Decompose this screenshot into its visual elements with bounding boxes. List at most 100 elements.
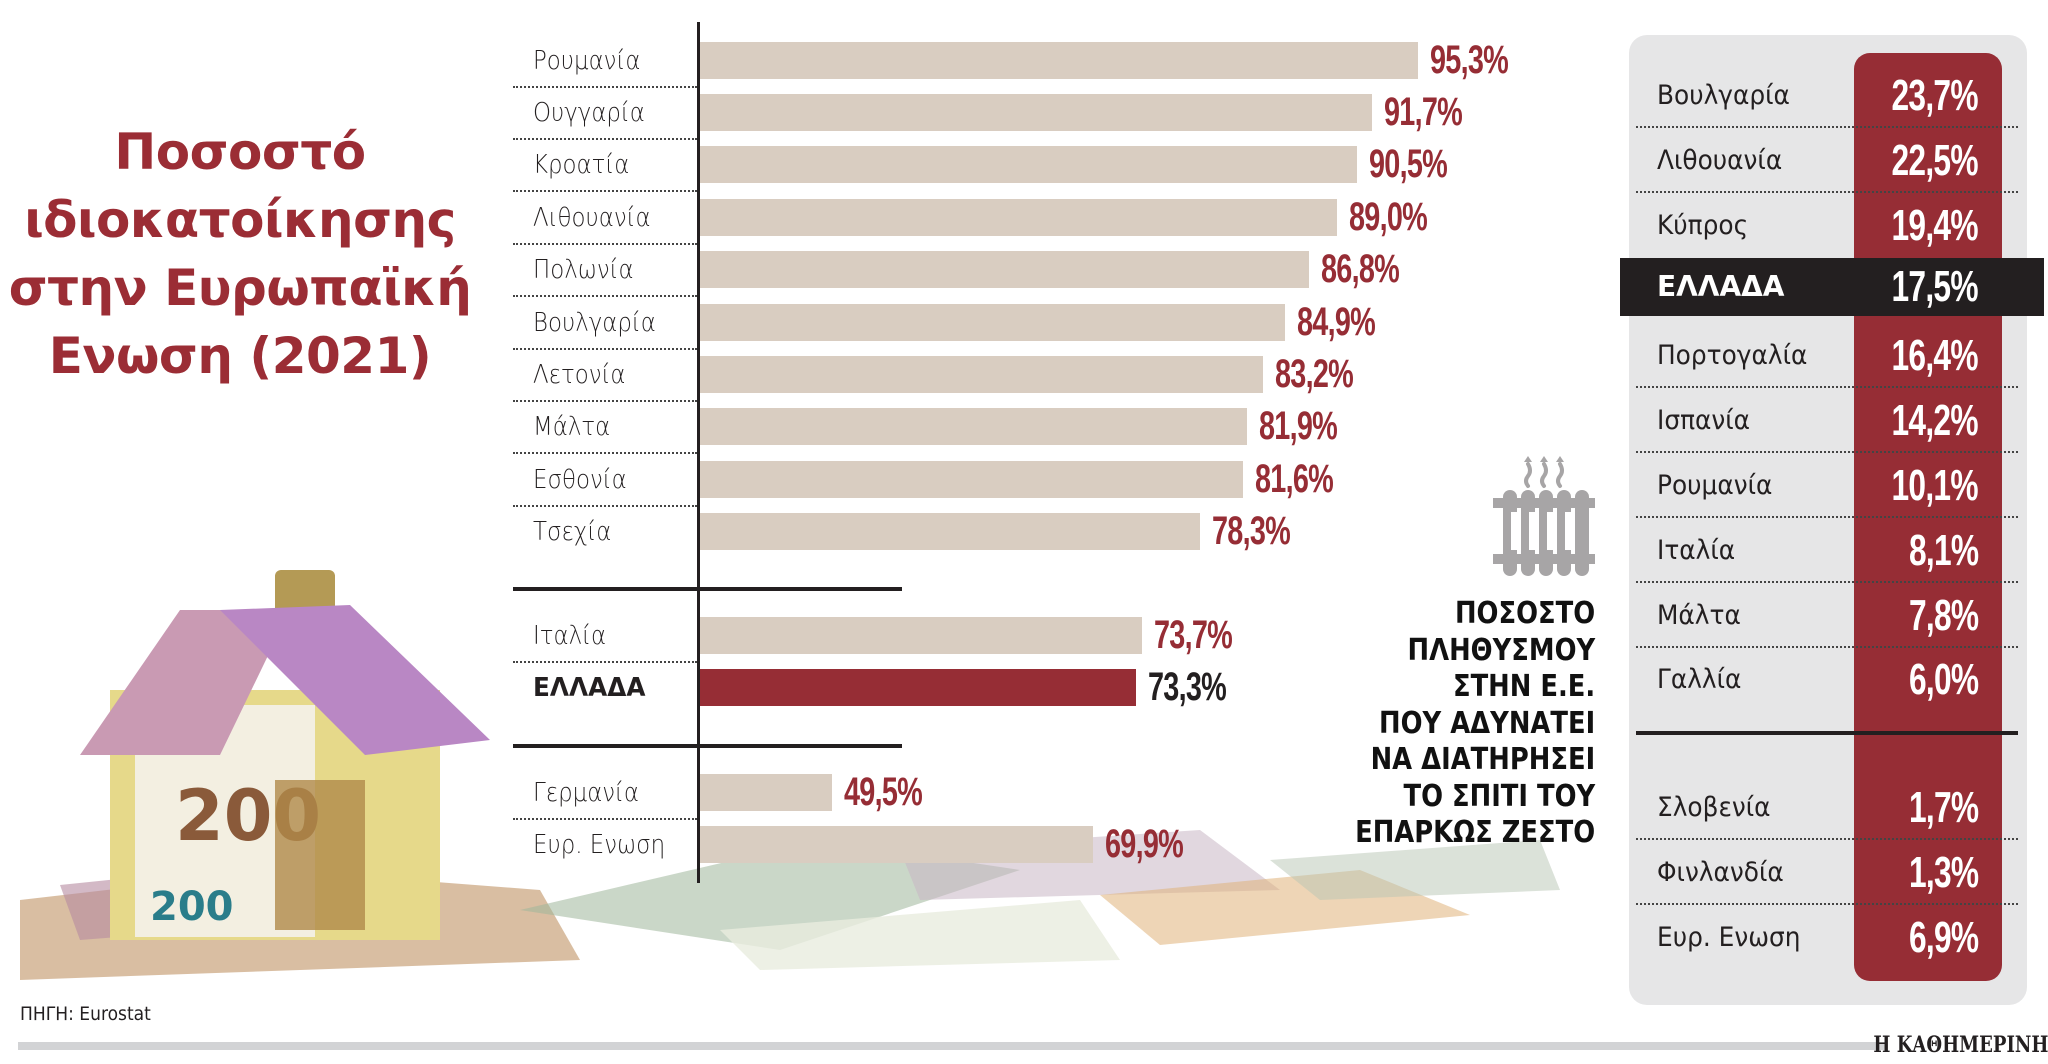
bar	[700, 42, 1419, 79]
bar	[700, 774, 832, 811]
bar-label: Λετονία	[533, 360, 626, 390]
panel-divider	[1636, 838, 2018, 840]
panel-label: Πορτογαλία	[1657, 340, 1808, 371]
title-line-1: Ποσοστό	[114, 123, 366, 181]
panel-value: 8,1%	[1908, 526, 1979, 575]
bar-label: Πολωνία	[533, 255, 634, 285]
panel-value: 17,5%	[1891, 262, 1979, 311]
bar-label: Λιθουανία	[533, 203, 651, 233]
row-divider	[513, 190, 697, 192]
bar-value: 69,9%	[1104, 822, 1184, 866]
bar-value: 81,9%	[1258, 404, 1338, 448]
panel-label: Φινλανδία	[1657, 857, 1784, 888]
row-divider	[513, 400, 697, 402]
chart-axis	[697, 22, 700, 883]
panel-value: 6,0%	[1908, 655, 1979, 704]
panel-label: Μάλτα	[1657, 600, 1741, 631]
row-divider	[513, 243, 697, 245]
row-divider	[513, 86, 697, 88]
bar	[700, 408, 1247, 445]
panel-value: 1,3%	[1908, 848, 1979, 897]
footer-rule	[18, 1042, 1887, 1050]
bar-greece	[700, 669, 1137, 706]
caption-line: ΝΑ ΔΙΑΤΗΡΗΣΕΙ	[1370, 742, 1595, 777]
panel-divider	[1636, 191, 2018, 193]
bar-value: 49,5%	[843, 770, 923, 814]
group-separator-2	[513, 744, 902, 748]
panel-divider	[1636, 126, 2018, 128]
panel-label: Κύπρος	[1657, 210, 1749, 241]
caption-line: ΠΛΗΘΥΣΜΟΥ	[1407, 632, 1595, 668]
radiator-icon	[1493, 456, 1595, 576]
bar-label: Γερμανία	[533, 778, 639, 808]
row-divider	[513, 452, 697, 454]
row-divider	[513, 505, 697, 507]
bar	[700, 304, 1285, 341]
bar-value: 83,2%	[1275, 352, 1354, 396]
bar-label: Ιταλία	[533, 621, 607, 651]
title-line-4: Ενωση (2021)	[48, 327, 432, 385]
bar-value: 86,8%	[1321, 247, 1400, 291]
panel-label: Σλοβενία	[1657, 792, 1771, 823]
bar	[700, 461, 1243, 498]
panel-divider	[1636, 451, 2018, 453]
bar-label: Βουλγαρία	[533, 308, 656, 338]
bar-value: 81,6%	[1254, 457, 1334, 501]
bar-value: 91,7%	[1384, 90, 1463, 134]
greece-highlight-band	[1620, 258, 2044, 316]
bar-label: Εσθονία	[533, 465, 627, 495]
bar-label: Ρουμανία	[533, 46, 641, 76]
bar-value: 73,7%	[1153, 613, 1233, 657]
panel-label: Ρουμανία	[1657, 470, 1773, 501]
row-divider	[513, 138, 697, 140]
panel-label: Ισπανία	[1657, 405, 1751, 436]
group-separator-1	[513, 587, 902, 591]
panel-value: 19,4%	[1891, 201, 1979, 250]
panel-value: 7,8%	[1908, 591, 1979, 640]
panel-divider	[1636, 646, 2018, 648]
row-divider	[513, 295, 697, 297]
panel-value: 6,9%	[1908, 913, 1979, 962]
bar	[700, 199, 1338, 236]
bar-value: 90,5%	[1368, 142, 1448, 186]
bar-value: 78,3%	[1212, 509, 1291, 553]
bar	[700, 826, 1093, 863]
chart-title: Ποσοστό ιδιοκατοίκησης στην Ευρωπαϊκή Εν…	[0, 118, 480, 390]
panel-separator	[1636, 731, 2018, 735]
panel-divider	[1636, 386, 2018, 388]
caption-line: ΠΟΥ ΑΔΥΝΑΤΕΙ	[1378, 705, 1595, 741]
svg-text:200: 200	[150, 884, 234, 930]
panel-label-greece: ΕΛΛΑΔΑ	[1657, 270, 1785, 303]
panel-label: Γαλλία	[1657, 664, 1742, 695]
source-note: ΠΗΓΗ: Eurostat	[20, 1003, 151, 1025]
bar-label: ΕΛΛΑΔΑ	[533, 673, 646, 703]
panel-label: Ευρ. Ενωση	[1657, 922, 1801, 953]
caption-line: ΣΤΗΝ Ε.Ε.	[1452, 669, 1595, 704]
panel-value: 23,7%	[1891, 71, 1979, 120]
caption-line: ΕΠΑΡΚΩΣ ΖΕΣΤΟ	[1354, 815, 1595, 850]
caption-line: ΠΟΣΟΣΤΟ	[1454, 596, 1595, 631]
bar-label: Μάλτα	[533, 412, 611, 442]
bar-label: Τσεχία	[533, 517, 612, 547]
brand-logo: Η ΚΑΘΗΜΕΡΙΝΗ	[1872, 1032, 2048, 1058]
bar	[700, 146, 1357, 183]
panel-value: 14,2%	[1891, 396, 1979, 445]
panel-divider	[1636, 903, 2018, 905]
panel-value: 16,4%	[1891, 331, 1979, 380]
bar	[700, 251, 1310, 288]
bar-label: Ουγγαρία	[533, 98, 645, 128]
panel-value: 1,7%	[1908, 783, 1979, 832]
bar	[700, 617, 1142, 654]
row-divider	[513, 818, 697, 820]
panel-label: Λιθουανία	[1657, 145, 1783, 176]
bar-value: 73,3%	[1148, 665, 1227, 709]
bar-value: 89,0%	[1349, 195, 1428, 239]
panel-value: 10,1%	[1891, 461, 1979, 510]
title-line-3: στην Ευρωπαϊκή	[8, 259, 472, 317]
panel-divider	[1636, 581, 2018, 583]
title-line-2: ιδιοκατοίκησης	[24, 191, 456, 249]
caption-line: ΤΟ ΣΠΙΤΙ ΤΟΥ	[1403, 778, 1595, 814]
bar-value: 84,9%	[1296, 300, 1376, 344]
row-divider	[513, 661, 697, 663]
row-divider	[513, 348, 697, 350]
